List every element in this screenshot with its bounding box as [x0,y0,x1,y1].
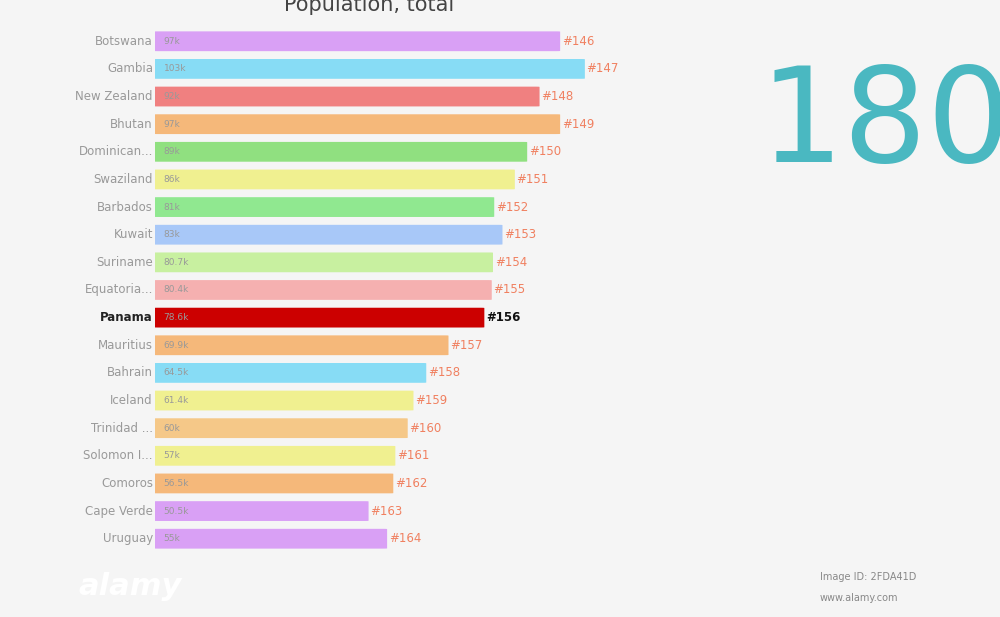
Text: Iceland: Iceland [110,394,153,407]
Text: #159: #159 [415,394,447,407]
Text: Suriname: Suriname [96,256,153,269]
Text: #152: #152 [496,201,528,213]
Text: 103k: 103k [163,64,186,73]
Text: 55k: 55k [163,534,180,543]
FancyBboxPatch shape [154,59,585,79]
FancyBboxPatch shape [154,142,527,162]
FancyBboxPatch shape [154,418,408,438]
FancyBboxPatch shape [154,114,560,134]
Text: 80.7k: 80.7k [163,258,189,267]
Text: #147: #147 [587,62,619,75]
Text: #158: #158 [428,366,460,379]
Text: Image ID: 2FDA41D: Image ID: 2FDA41D [820,572,916,582]
Text: #163: #163 [370,505,403,518]
Text: Botswana: Botswana [95,35,153,48]
Text: 86k: 86k [163,175,180,184]
Text: 80.4k: 80.4k [163,286,189,294]
Text: 1805: 1805 [760,62,1000,189]
Text: 81k: 81k [163,202,180,212]
Text: Kuwait: Kuwait [113,228,153,241]
Text: Gambia: Gambia [107,62,153,75]
FancyBboxPatch shape [154,391,413,410]
Text: #146: #146 [562,35,594,48]
Text: Panama: Panama [100,311,153,324]
FancyBboxPatch shape [154,474,393,494]
Text: Swaziland: Swaziland [93,173,153,186]
Text: 89k: 89k [163,147,180,156]
FancyBboxPatch shape [154,446,395,466]
Text: Barbados: Barbados [97,201,153,213]
Text: 60k: 60k [163,424,180,433]
Text: #164: #164 [389,532,421,545]
Text: Population, total: Population, total [284,0,454,15]
Text: www.alamy.com: www.alamy.com [820,594,898,603]
FancyBboxPatch shape [154,170,515,189]
Text: #161: #161 [397,449,429,462]
FancyBboxPatch shape [154,86,540,106]
Text: #160: #160 [409,421,442,434]
Text: Comoros: Comoros [101,477,153,490]
Text: Dominican...: Dominican... [79,146,153,159]
Text: #148: #148 [541,90,573,103]
Text: Bhutan: Bhutan [110,118,153,131]
Text: 69.9k: 69.9k [163,341,189,350]
FancyBboxPatch shape [154,363,426,383]
Text: Bahrain: Bahrain [107,366,153,379]
Text: Solomon I...: Solomon I... [83,449,153,462]
FancyBboxPatch shape [154,225,502,244]
Text: 61.4k: 61.4k [163,396,189,405]
Text: 56.5k: 56.5k [163,479,189,488]
Text: 64.5k: 64.5k [163,368,189,378]
Text: #155: #155 [493,283,526,297]
Text: Cape Verde: Cape Verde [85,505,153,518]
Text: 83k: 83k [163,230,180,239]
Text: #162: #162 [395,477,427,490]
FancyBboxPatch shape [154,308,484,328]
Text: New Zealand: New Zealand [75,90,153,103]
Text: Mauritius: Mauritius [98,339,153,352]
Text: Uruguay: Uruguay [103,532,153,545]
FancyBboxPatch shape [154,529,387,549]
FancyBboxPatch shape [154,501,369,521]
Text: 92k: 92k [163,92,180,101]
Text: alamy: alamy [78,571,182,601]
Text: #151: #151 [517,173,549,186]
Text: #149: #149 [562,118,594,131]
FancyBboxPatch shape [154,197,494,217]
Text: Trinidad ...: Trinidad ... [91,421,153,434]
Text: #153: #153 [504,228,536,241]
Text: 50.5k: 50.5k [163,507,189,516]
Text: #150: #150 [529,146,561,159]
Text: 78.6k: 78.6k [163,313,189,322]
Text: 57k: 57k [163,451,180,460]
FancyBboxPatch shape [154,252,493,272]
Text: Equatoria...: Equatoria... [85,283,153,297]
Text: 97k: 97k [163,37,180,46]
FancyBboxPatch shape [154,31,560,51]
FancyBboxPatch shape [154,336,449,355]
Text: #154: #154 [495,256,527,269]
Text: 97k: 97k [163,120,180,129]
Text: #157: #157 [450,339,482,352]
Text: #156: #156 [486,311,520,324]
FancyBboxPatch shape [154,280,492,300]
